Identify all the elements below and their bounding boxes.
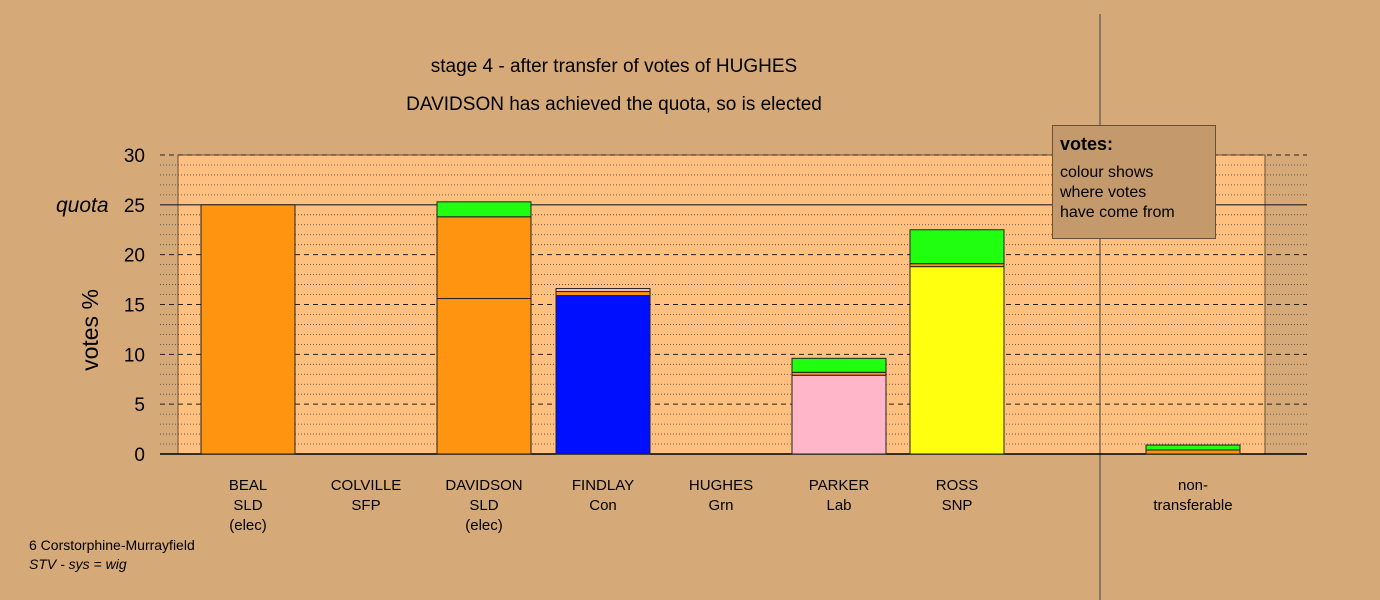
quota-label: quota [56,194,109,217]
y-tick-label: 5 [134,395,145,416]
legend-title: votes: [1060,134,1114,154]
bar-segment [1145,444,1241,451]
candidate-label: SNP [942,497,973,514]
candidate-label: (elec) [465,517,503,534]
y-tick-label: 10 [124,345,145,366]
y-tick-label: 25 [124,196,145,217]
bar-segment [200,204,296,455]
y-tick-label: 0 [134,445,145,466]
candidate-label: COLVILLE [331,477,402,494]
bar-segment [436,216,532,300]
bar-segment [1145,449,1241,455]
candidate-label: Grn [708,497,733,514]
bar-segment [791,374,887,455]
candidate-label: SLD [469,497,498,514]
candidate-label: transferable [1153,497,1232,514]
bar-segment [791,357,887,373]
bar-segment [909,266,1005,455]
bar-segment [436,298,532,455]
y-axis-label: votes % [77,289,103,371]
candidate-label: HUGHES [689,477,753,494]
y-tick-label: 20 [124,246,145,267]
chart-title: stage 4 - after transfer of votes of HUG… [431,56,797,77]
candidate-label: (elec) [229,517,267,534]
y-tick-label: 15 [124,296,145,317]
constituency-label: 6 Corstorphine-Murrayfield [29,537,195,553]
candidate-label: PARKER [809,477,870,494]
candidate-label: DAVIDSON [445,477,522,494]
candidate-label: ROSS [936,477,979,494]
candidate-label: SLD [233,497,262,514]
bar-segment [555,288,651,293]
candidate-label: Lab [826,497,851,514]
y-tick-label: 30 [124,146,145,167]
candidate-label: BEAL [229,477,267,494]
candidate-label: non- [1178,477,1208,494]
bar-segment [555,295,651,455]
bar-segment [555,291,651,297]
chart-subtitle: DAVIDSON has achieved the quota, so is e… [406,94,822,115]
legend-line: colour shows [1060,164,1154,181]
system-label: STV - sys = wig [29,556,127,572]
candidate-label: SFP [351,497,380,514]
candidate-label: FINDLAY [572,477,634,494]
bar-segment [909,229,1005,265]
legend-line: where votes [1060,184,1147,201]
legend-line: have come from [1060,204,1175,221]
bar-segment [436,201,532,218]
candidate-label: Con [589,497,617,514]
legend-box: votes: colour shows where votes have com… [1052,125,1216,239]
